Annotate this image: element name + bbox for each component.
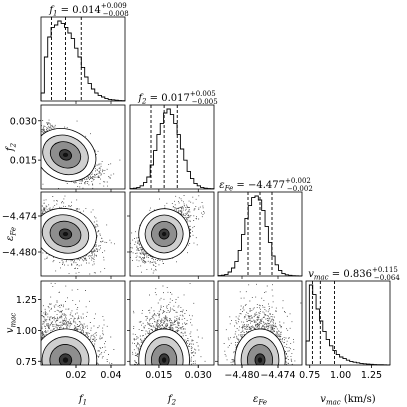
x-tick-label-eps-0: −4.480 (224, 370, 259, 381)
panel-frame (40, 280, 126, 366)
y-tick-label-vmac-0: 0.75 (16, 357, 37, 368)
y-tick-label-vmac-1: 1.00 (16, 326, 37, 337)
contour-core (257, 357, 263, 363)
y-tick-label-f2-0: 0.015 (10, 156, 37, 167)
scatter-panel-vmac-f2 (132, 283, 206, 365)
title-f2: f2 = 0.017+0.005 −0.005 (137, 90, 217, 106)
hist-panel-f2: f2 = 0.017+0.005 −0.005 (129, 90, 218, 190)
panel-frame (40, 191, 126, 277)
histogram-f2 (129, 108, 215, 190)
x-tick-label-f1-1: 0.04 (100, 370, 121, 381)
y-axis-label-eps: εFe (5, 227, 18, 241)
panel-frame (129, 191, 215, 277)
x-axis-label-f1: f1 (78, 394, 87, 407)
y-tick-label-eps-0: −4.480 (2, 248, 37, 259)
y-tick-label-vmac-2: 1.25 (16, 295, 37, 306)
x-tick-label-eps-1: −4.474 (260, 370, 295, 381)
x-axis-label-eps: εFe (253, 394, 267, 407)
hist-panel-vmac: vmac = 0.836+0.115 −0.064 (305, 266, 400, 366)
x-axis-label-f2: f2 (167, 394, 177, 407)
contour-core (62, 231, 69, 237)
panel-frame (40, 16, 126, 102)
panel-frame (129, 280, 215, 366)
scatter-panel-eps-f2 (130, 195, 205, 274)
scatter-panel-vmac-eps (218, 283, 302, 365)
scatter-panel-vmac-f1 (41, 281, 115, 365)
panel-frame (217, 280, 303, 366)
histogram-f1 (40, 20, 126, 102)
y-axis-label-f2: f2 (5, 142, 18, 152)
y-tick-label-f2-1: 0.030 (10, 116, 37, 127)
panel-frame (40, 104, 126, 190)
x-tick-label-vmac-0: 0.75 (299, 370, 320, 381)
histogram-vmac (305, 284, 391, 366)
panel-frame (129, 104, 215, 190)
panel-frame (305, 280, 391, 366)
y-axis-label-vmac: vmac (5, 313, 18, 333)
scatter-panel-f2-f1 (41, 119, 121, 189)
x-tick-label-f2-1: 0.030 (185, 370, 212, 381)
y-tick-label-eps-1: −4.474 (2, 212, 37, 223)
scatter-panel-eps-f1 (41, 195, 115, 275)
hist-panel-eps: εFe = −4.477+0.002 −0.002 (217, 177, 313, 277)
title-eps: εFe = −4.477+0.002 −0.002 (219, 177, 313, 193)
title-f1: f1 = 0.014+0.009 −0.008 (48, 2, 128, 18)
x-tick-label-vmac-2: 1.25 (361, 370, 382, 381)
contour-core (62, 357, 69, 363)
x-tick-label-f1-0: 0.02 (65, 370, 86, 381)
x-axis-label-vmac: vmac (km/s) (320, 394, 376, 407)
contour-core (161, 357, 167, 363)
x-tick-label-vmac-1: 1.00 (330, 370, 351, 381)
contour-core (161, 231, 167, 237)
contour-core (62, 152, 69, 158)
x-tick-label-f2-0: 0.015 (145, 370, 172, 381)
hist-panel-f1: f1 = 0.014+0.009 −0.008 (40, 2, 129, 102)
title-vmac: vmac = 0.836+0.115 −0.064 (308, 266, 400, 282)
